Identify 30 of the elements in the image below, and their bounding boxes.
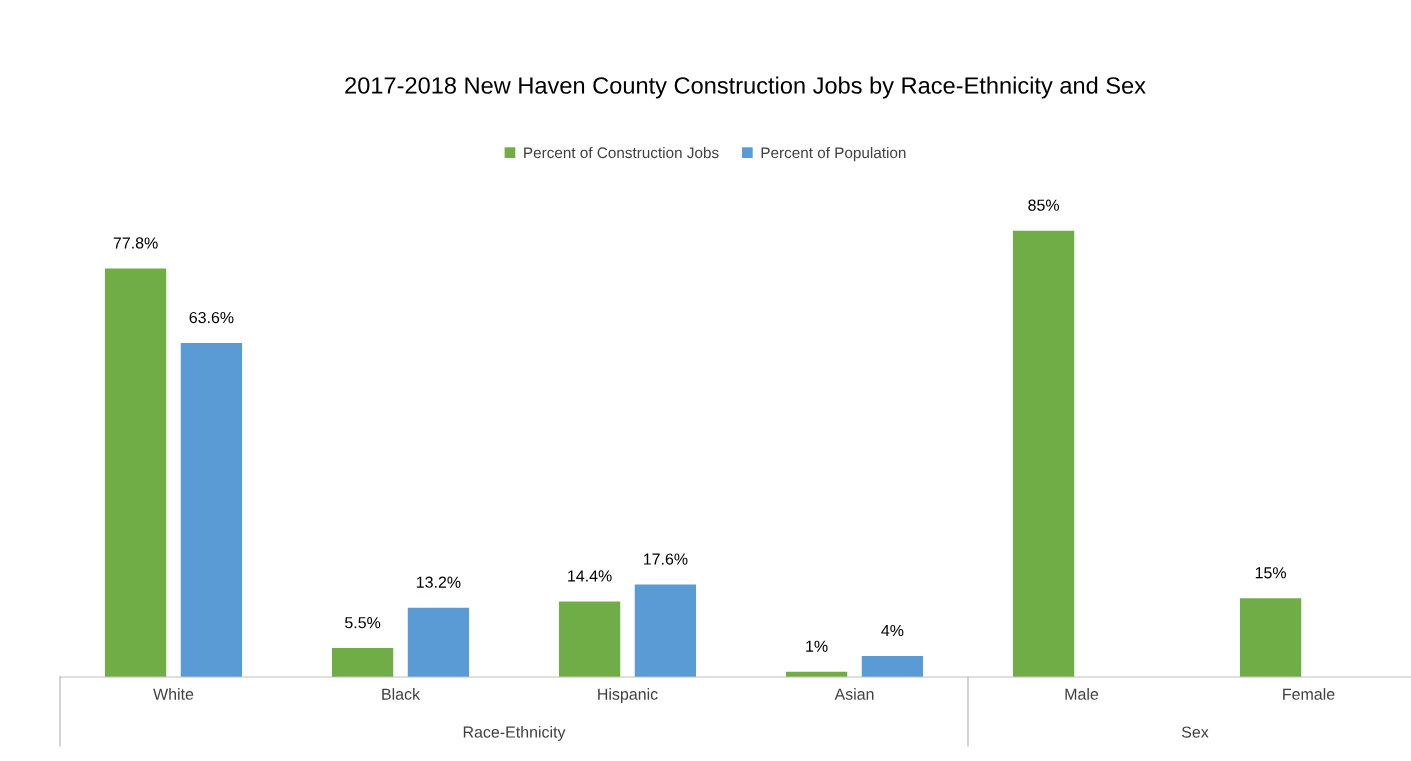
- legend-label: Percent of Construction Jobs: [524, 146, 719, 159]
- x-tick-label: Male: [1065, 688, 1099, 700]
- bar: [104, 268, 167, 677]
- data-label: 1%: [806, 640, 828, 652]
- bar: [634, 584, 697, 677]
- x-tick-label: Asian: [834, 688, 874, 700]
- chart-title: 2017-2018 New Haven County Construction Jobs by Race-Ethnicity and Sex: [345, 76, 1146, 99]
- data-label: 85%: [1028, 199, 1060, 211]
- data-label: 5.5%: [345, 617, 381, 629]
- text: Sex: [1181, 726, 1209, 738]
- bar: [1239, 598, 1302, 677]
- bar: [861, 655, 924, 677]
- data-label: 63.6%: [189, 311, 234, 324]
- data-label: 13.2%: [416, 576, 461, 588]
- data-label: 17.6%: [643, 553, 688, 565]
- bar: [1012, 230, 1075, 677]
- x-tick-label: Female: [1283, 688, 1335, 700]
- bar: [331, 648, 394, 677]
- data-label: 77.8%: [113, 237, 158, 249]
- bar: [180, 343, 243, 677]
- legend-label: Percent of Population: [761, 146, 906, 162]
- data-label: 4%: [881, 624, 904, 637]
- bar: [558, 601, 621, 677]
- bar: [407, 607, 470, 677]
- data-label: 15%: [1255, 567, 1287, 579]
- x-tick-label: Hispanic: [598, 688, 658, 703]
- x-tick-label: White: [153, 688, 194, 700]
- data-label: 14.4%: [568, 570, 612, 582]
- x-tick-label: Black: [382, 688, 421, 700]
- text: Race-Ethnicity: [463, 726, 566, 741]
